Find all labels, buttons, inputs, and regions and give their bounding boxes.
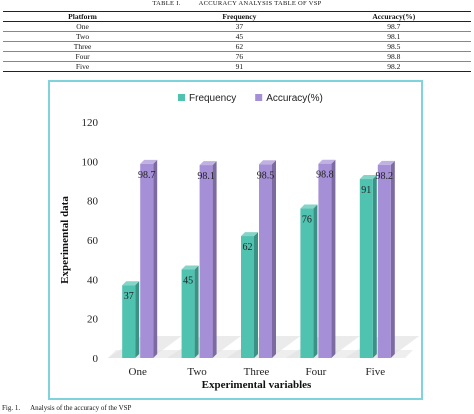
table-row: One 37 98.7 bbox=[3, 21, 471, 32]
cell-accuracy: 98.1 bbox=[316, 31, 471, 42]
bar-frequency-four bbox=[300, 208, 314, 358]
y-tick-label: 80 bbox=[87, 196, 99, 208]
y-tick-label: 60 bbox=[87, 235, 99, 247]
bar-side bbox=[135, 281, 140, 358]
bar-side bbox=[372, 175, 377, 358]
data-label: 37 bbox=[124, 291, 134, 302]
cell-frequency: 45 bbox=[162, 31, 317, 42]
header-accuracy: Accuracy(%) bbox=[316, 11, 471, 22]
x-tick-label: Five bbox=[366, 366, 386, 378]
legend-swatch-accuracy bbox=[255, 94, 263, 101]
bar-top bbox=[300, 204, 318, 209]
cell-accuracy: 98.5 bbox=[316, 41, 471, 52]
bar-top bbox=[199, 161, 217, 166]
bar-side bbox=[212, 161, 217, 358]
x-tick-label: Four bbox=[306, 366, 327, 378]
bar-accuracy-two bbox=[199, 165, 213, 358]
bar-top bbox=[241, 232, 258, 237]
x-tick-label: Two bbox=[187, 366, 207, 378]
cell-platform: One bbox=[3, 21, 163, 32]
bar-top bbox=[359, 175, 377, 180]
bar-side bbox=[153, 159, 158, 358]
x-tick-label: Three bbox=[244, 366, 270, 378]
bar-side bbox=[254, 232, 258, 358]
x-axis-title: Experimental variables bbox=[202, 379, 312, 391]
cell-frequency: 62 bbox=[162, 41, 317, 52]
bar-side bbox=[390, 160, 395, 358]
bar-side bbox=[313, 204, 318, 358]
bar-side bbox=[194, 265, 199, 358]
chart-frame: 0 20 40 60 80 100 120 Experimental data Experime… bbox=[48, 80, 423, 400]
bar-accuracy-three bbox=[259, 164, 272, 358]
y-tick-label: 40 bbox=[87, 274, 99, 286]
header-frequency: Frequency bbox=[162, 11, 317, 22]
cell-accuracy: 98.8 bbox=[316, 51, 471, 62]
bar-top bbox=[122, 281, 140, 286]
cell-platform: Four bbox=[3, 51, 163, 62]
y-axis-title: Experimental data bbox=[59, 196, 71, 284]
y-tick-label: 120 bbox=[82, 117, 99, 129]
y-tick-label: 0 bbox=[93, 353, 99, 365]
figure-caption: Fig. 1. Analysis of the accuracy of the V… bbox=[2, 404, 131, 412]
figure-caption-number: Fig. 1. bbox=[2, 404, 21, 412]
bar-top bbox=[377, 160, 395, 165]
header-platform: Platform bbox=[3, 11, 163, 22]
table-row: Two 45 98.1 bbox=[3, 31, 471, 42]
y-tick-label: 100 bbox=[82, 156, 99, 168]
bar-side bbox=[331, 159, 336, 358]
bar-top bbox=[259, 160, 276, 165]
bar-chart: 0 20 40 60 80 100 120 Experimental data Experime… bbox=[59, 93, 420, 391]
y-tick-label: 20 bbox=[87, 314, 99, 326]
x-tick-label: One bbox=[129, 366, 147, 378]
table-caption-title: ACCURACY ANALYSIS TABLE OF VSP bbox=[198, 0, 322, 7]
table-caption: TABLE I. ACCURACY ANALYSIS TABLE OF VSP bbox=[0, 0, 474, 7]
accuracy-table: Platform Frequency Accuracy(%) One 37 98… bbox=[3, 11, 471, 72]
data-label: 98.2 bbox=[376, 171, 394, 182]
cell-platform: Two bbox=[3, 31, 163, 42]
bar-top bbox=[318, 159, 336, 164]
data-label: 98.5 bbox=[257, 170, 275, 181]
bar-top bbox=[140, 159, 158, 164]
cell-frequency: 37 bbox=[162, 21, 317, 32]
bar-accuracy-five bbox=[377, 164, 391, 358]
table-caption-number: TABLE I. bbox=[152, 0, 181, 7]
figure-caption-title: Analysis of the accuracy of the VSP bbox=[30, 404, 132, 412]
bar-accuracy-four bbox=[318, 163, 332, 358]
bar-side bbox=[272, 160, 276, 358]
cell-frequency: 91 bbox=[162, 61, 317, 72]
cell-platform: Five bbox=[3, 61, 163, 72]
cell-platform: Three bbox=[3, 41, 163, 52]
legend-label: Accuracy(%) bbox=[266, 93, 323, 104]
data-label: 62 bbox=[243, 242, 253, 253]
bar-frequency-three bbox=[241, 236, 254, 358]
cell-accuracy: 98.7 bbox=[316, 21, 471, 32]
bar-frequency-five bbox=[359, 179, 373, 358]
data-label: 98.7 bbox=[138, 170, 156, 181]
data-label: 76 bbox=[302, 215, 312, 226]
bar-frequency-two bbox=[181, 269, 195, 358]
cell-accuracy: 98.2 bbox=[316, 61, 471, 72]
bar-accuracy-one bbox=[140, 163, 154, 358]
cell-frequency: 76 bbox=[162, 51, 317, 62]
data-label: 91 bbox=[361, 185, 371, 196]
legend-swatch-frequency bbox=[178, 94, 185, 101]
table-header-row: Platform Frequency Accuracy(%) bbox=[3, 11, 471, 22]
table-row: Five 91 98.2 bbox=[3, 61, 471, 72]
table-row: Four 76 98.8 bbox=[3, 51, 471, 62]
data-label: 98.8 bbox=[316, 170, 334, 181]
data-label: 98.1 bbox=[197, 171, 215, 182]
data-label: 45 bbox=[183, 276, 193, 287]
bar-frequency-one bbox=[122, 285, 136, 358]
table-row: Three 62 98.5 bbox=[3, 41, 471, 52]
bar-top bbox=[181, 265, 199, 270]
legend-label: Frequency bbox=[189, 93, 236, 104]
